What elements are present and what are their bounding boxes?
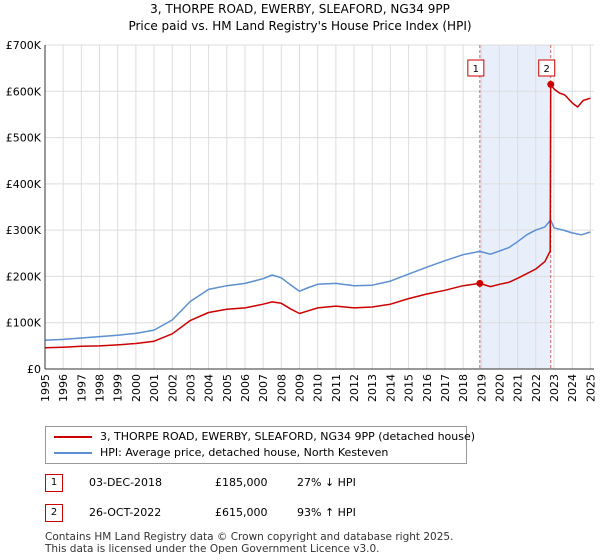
transaction-price: £615,000 [215, 506, 268, 519]
x-tick-label: 2018 [457, 374, 470, 402]
legend: 3, THORPE ROAD, EWERBY, SLEAFORD, NG34 9… [45, 426, 475, 464]
x-tick-label: 2016 [421, 374, 434, 402]
x-tick-label: 2001 [148, 374, 161, 402]
annotation-badge-label: 2 [544, 64, 550, 75]
transaction-badge: 1 [45, 474, 63, 492]
y-tick-label: £100K [6, 317, 42, 330]
legend-item-hpi: HPI: Average price, detached house, Nort… [54, 445, 388, 461]
x-tick-label: 2012 [348, 374, 361, 402]
series-line-property [44, 83, 591, 349]
x-tick-label: 2009 [294, 374, 307, 402]
transaction-price: £185,000 [215, 476, 268, 489]
x-tick-label: 2015 [403, 374, 416, 402]
x-tick-label: 2004 [203, 374, 216, 402]
x-tick-label: 1996 [57, 374, 70, 402]
chart-subtitle: Price paid vs. HM Land Registry's House … [128, 19, 471, 33]
x-tick-label: 2003 [184, 374, 197, 402]
x-tick-label: 2023 [548, 374, 561, 402]
y-tick-label: £400K [6, 178, 42, 191]
transaction-row: 2 26-OCT-2022 £615,000 93% ↑ HPI [45, 503, 465, 523]
footer-line-1: Contains HM Land Registry data © Crown c… [45, 531, 454, 543]
price-chart: 3, THORPE ROAD, EWERBY, SLEAFORD, NG34 9… [6, 2, 598, 402]
y-tick-label: £700K [6, 39, 42, 52]
x-tick-label: 2010 [312, 374, 325, 402]
x-tick-label: 2005 [221, 374, 234, 402]
x-tick-label: 1999 [112, 374, 125, 402]
x-tick-label: 2014 [384, 374, 397, 402]
annotation-badge-label: 1 [473, 64, 479, 75]
transaction-hpi-change: 93% ↑ HPI [297, 506, 356, 519]
x-tick-label: 2008 [275, 374, 288, 402]
y-tick-label: £500K [6, 132, 42, 145]
y-tick-label: £200K [6, 270, 42, 283]
shaded-period [479, 45, 551, 369]
y-tick-label: £600K [6, 85, 42, 98]
footer-line-2: This data is licensed under the Open Gov… [45, 543, 380, 555]
x-tick-label: 1995 [39, 374, 52, 402]
legend-item-property: 3, THORPE ROAD, EWERBY, SLEAFORD, NG34 9… [54, 429, 475, 445]
y-tick-label: £300K [6, 224, 42, 237]
annotation-badge [538, 59, 556, 77]
sale-point [476, 279, 484, 287]
x-tick-label: 2000 [130, 374, 143, 402]
transaction-date: 03-DEC-2018 [89, 476, 163, 489]
transaction-hpi-change: 27% ↓ HPI [297, 476, 356, 489]
x-tick-label: 1998 [94, 374, 107, 402]
x-tick-label: 1997 [75, 374, 88, 402]
series-line-hpi [44, 219, 591, 342]
x-tick-label: 2006 [239, 374, 252, 402]
transaction-badge: 2 [45, 504, 63, 522]
x-tick-label: 2007 [257, 374, 270, 402]
y-tick-label: £0 [27, 363, 41, 376]
annotation-badge [467, 59, 485, 77]
x-tick-label: 2020 [493, 374, 506, 402]
x-tick-label: 2021 [512, 374, 525, 402]
x-tick-label: 2025 [584, 374, 597, 402]
x-tick-label: 2024 [566, 374, 579, 402]
legend-label-property: 3, THORPE ROAD, EWERBY, SLEAFORD, NG34 9… [100, 430, 476, 443]
x-tick-label: 2019 [475, 374, 488, 402]
sale-point [547, 80, 555, 88]
legend-swatch-hpi [54, 452, 92, 454]
legend-label-hpi: HPI: Average price, detached house, Nort… [100, 446, 389, 459]
x-tick-label: 2017 [439, 374, 452, 402]
chart-title: 3, THORPE ROAD, EWERBY, SLEAFORD, NG34 9… [150, 2, 450, 16]
x-tick-label: 2013 [366, 374, 379, 402]
x-tick-label: 2022 [530, 374, 543, 402]
transaction-row: 1 03-DEC-2018 £185,000 27% ↓ HPI [45, 473, 465, 493]
legend-swatch-property [54, 436, 92, 438]
x-tick-label: 2002 [166, 374, 179, 402]
transaction-date: 26-OCT-2022 [89, 506, 162, 519]
footer-attribution: Contains HM Land Registry data © Crown c… [45, 531, 595, 555]
x-tick-label: 2011 [330, 374, 343, 402]
